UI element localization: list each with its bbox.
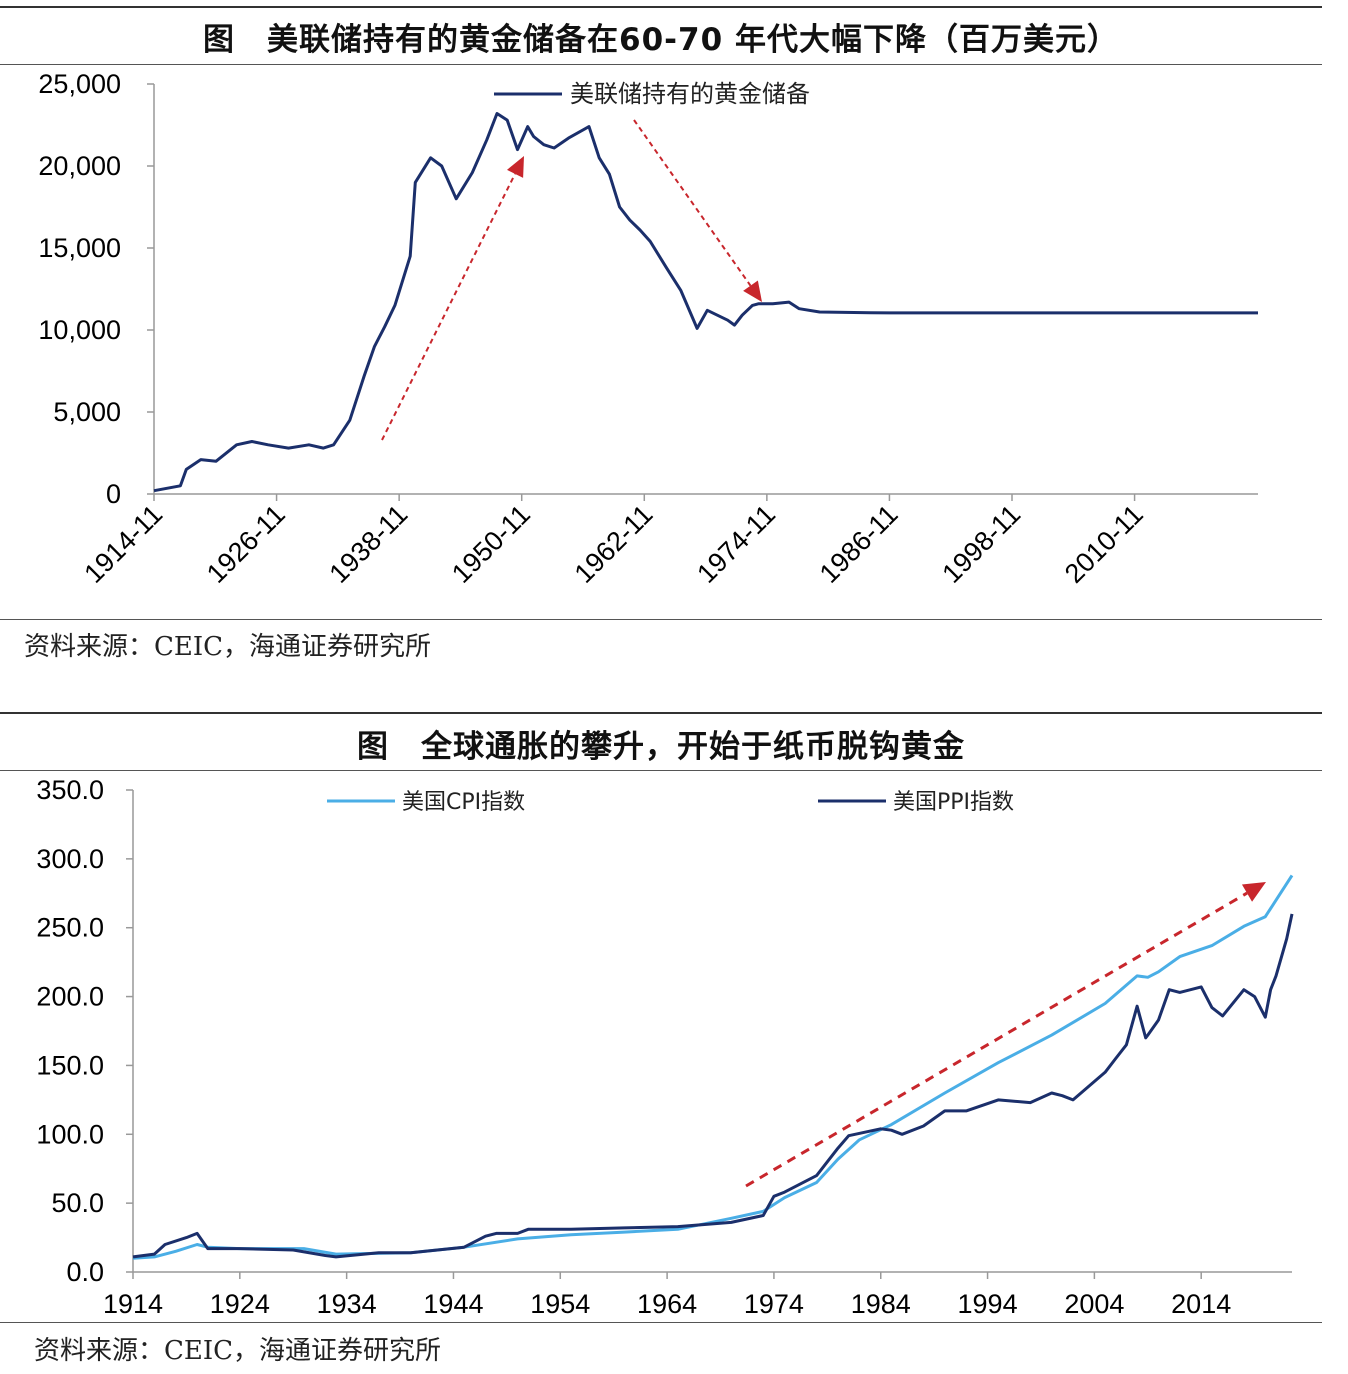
x-tick-label: 1954 — [530, 1289, 590, 1319]
x-tick-label: 2004 — [1064, 1289, 1124, 1319]
top-rule — [0, 712, 1322, 714]
x-tick-label: 1962-11 — [569, 499, 659, 589]
legend-label-gold: 美联储持有的黄金储备 — [570, 80, 810, 108]
chart-panel-inflation: 图 全球通胀的攀升，开始于纸币脱钩黄金 0.0 50.0 100.0 150.0 200… — [0, 708, 1348, 1374]
inflation-trend-arrow — [745, 882, 1266, 1188]
legend-label-ppi: 美国PPI指数 — [893, 790, 1014, 815]
chart-title: 图 全球通胀的攀升，开始于纸币脱钩黄金 — [357, 729, 965, 765]
y-tick-label: 100.0 — [36, 1119, 104, 1149]
y-tick-label: 5,000 — [53, 397, 121, 427]
series-line-ppi — [132, 913, 1294, 1259]
cpi-ppi-chart: 0.0 50.0 100.0 150.0 200.0 250.0 300.0 350.0 191… — [36, 775, 1294, 1319]
x-tick-label: 1994 — [958, 1289, 1018, 1319]
x-tick-label: 1938-11 — [324, 499, 414, 589]
series — [132, 874, 1294, 1260]
rise-arrow — [381, 156, 524, 441]
x-tick-label: 1926-11 — [201, 499, 291, 589]
trend-arrows — [745, 882, 1266, 1188]
x-tick-label: 1974-11 — [691, 499, 781, 589]
x-tick-label: 1964 — [637, 1289, 697, 1319]
legend: 美国CPI指数 美国PPI指数 — [327, 790, 1014, 815]
series-line-gold-reserves — [153, 112, 1258, 493]
decline-arrow — [633, 119, 762, 302]
top-rule — [0, 6, 1322, 8]
y-tick-label: 50.0 — [51, 1188, 104, 1218]
trend-arrows — [381, 119, 762, 441]
axes: 0 5,000 10,000 15,000 20,000 25,000 1914-11 192… — [38, 69, 1258, 589]
x-tick-label: 2014 — [1171, 1289, 1231, 1319]
chart-panel-gold-reserves: 图 美联储持有的黄金储备在60-70 年代大幅下降（百万美元） 0 5,000 10… — [0, 0, 1348, 672]
source-note: 资料来源：CEIC，海通证券研究所 — [34, 1336, 442, 1366]
gold-reserves-chart: 0 5,000 10,000 15,000 20,000 25,000 1914-11 192… — [38, 69, 1258, 589]
legend: 美联储持有的黄金储备 — [494, 80, 810, 108]
chart-title: 图 美联储持有的黄金储备在60-70 年代大幅下降（百万美元） — [203, 22, 1119, 58]
y-tick-label: 0.0 — [66, 1257, 104, 1287]
x-tick-label: 1974 — [744, 1289, 804, 1319]
series — [153, 112, 1258, 493]
x-tick-label: 1950-11 — [446, 499, 536, 589]
bottom-rule — [0, 619, 1322, 620]
y-tick-label: 0 — [106, 479, 121, 509]
y-tick-label: 25,000 — [38, 69, 121, 99]
source-note: 资料来源：CEIC，海通证券研究所 — [24, 632, 432, 662]
y-tick-label: 300.0 — [36, 844, 104, 874]
y-tick-label: 150.0 — [36, 1050, 104, 1080]
y-tick-label: 250.0 — [36, 913, 104, 943]
x-tick-label: 1944 — [423, 1289, 483, 1319]
title-rule — [0, 64, 1322, 65]
axes: 0.0 50.0 100.0 150.0 200.0 250.0 300.0 350.0 191… — [36, 775, 1292, 1319]
x-tick-label: 1984 — [851, 1289, 911, 1319]
y-tick-label: 350.0 — [36, 775, 104, 805]
x-tick-label: 1934 — [317, 1289, 377, 1319]
y-tick-label: 15,000 — [38, 233, 121, 263]
x-tick-label: 1986-11 — [814, 499, 904, 589]
series-line-cpi — [132, 874, 1294, 1260]
x-tick-label: 1914-11 — [78, 499, 168, 589]
legend-label-cpi: 美国CPI指数 — [402, 790, 525, 815]
x-tick-label: 1914 — [103, 1289, 163, 1319]
x-tick-label: 1924 — [210, 1289, 270, 1319]
x-tick-label: 1998-11 — [936, 499, 1026, 589]
title-rule — [0, 770, 1322, 771]
bottom-rule — [0, 1322, 1322, 1323]
y-tick-label: 200.0 — [36, 982, 104, 1012]
y-tick-label: 20,000 — [38, 151, 121, 181]
y-tick-label: 10,000 — [38, 315, 121, 345]
x-tick-label: 2010-11 — [1059, 499, 1149, 589]
